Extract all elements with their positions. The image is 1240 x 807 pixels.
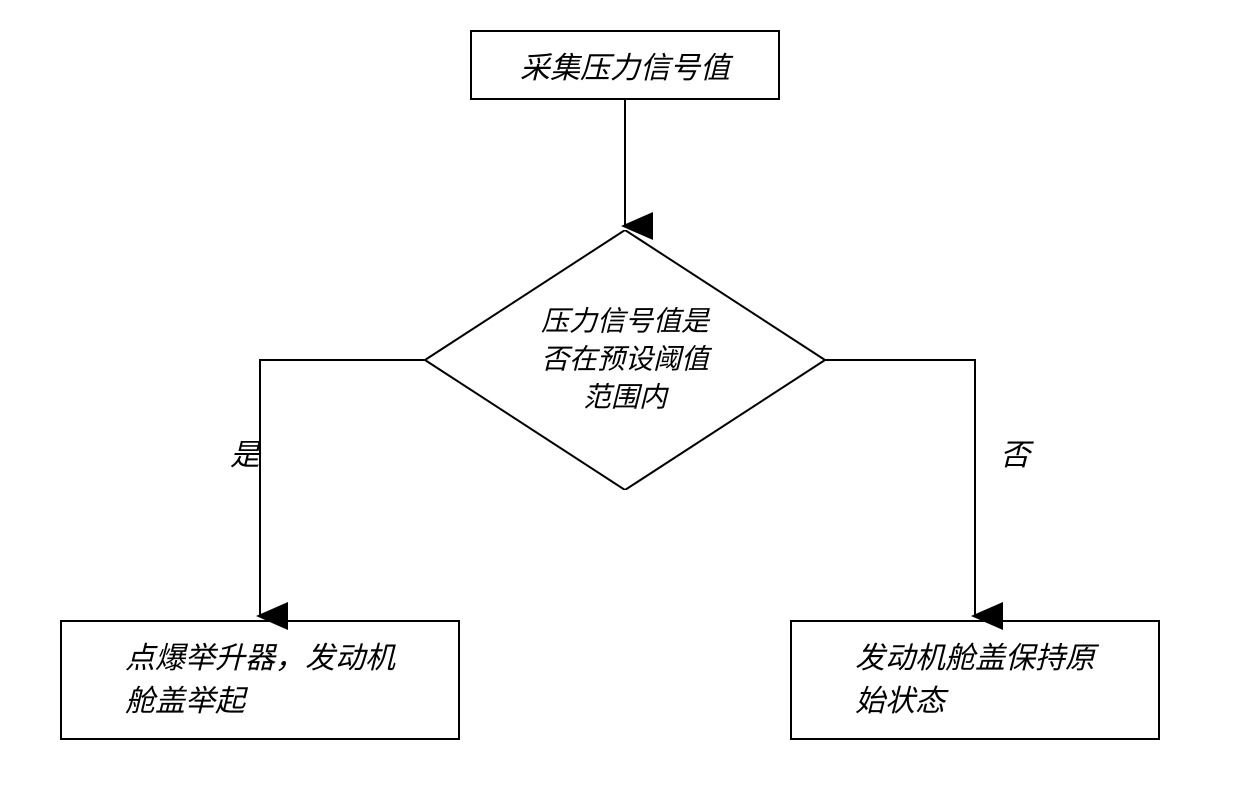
no-result-line-2: 始状态 [855,680,1095,724]
edge-label-yes: 是 [230,430,260,474]
flow-node-decision-text: 压力信号值是 否在预设阈值 范围内 [541,303,709,416]
flow-node-decision: 压力信号值是 否在预设阈值 范围内 [425,230,825,490]
flow-node-start-text: 采集压力信号值 [520,43,730,87]
decision-line-2: 否在预设阈值 [541,341,709,379]
flow-node-yes-result: 点爆举升器，发动机 舱盖举起 [60,620,460,740]
decision-line-3: 范围内 [541,379,709,417]
yes-result-line-1: 点爆举升器，发动机 [125,637,395,681]
no-result-line-1: 发动机舱盖保持原 [855,637,1095,681]
edge-decision-to-yes [260,360,425,616]
yes-result-line-2: 舱盖举起 [125,680,395,724]
yes-result-text: 点爆举升器，发动机 舱盖举起 [125,637,395,724]
decision-line-1: 压力信号值是 [541,303,709,341]
no-result-text: 发动机舱盖保持原 始状态 [855,637,1095,724]
edge-decision-to-no [825,360,975,616]
flow-node-no-result: 发动机舱盖保持原 始状态 [790,620,1160,740]
flow-node-start: 采集压力信号值 [470,30,780,100]
edge-label-no: 否 [1000,430,1030,474]
